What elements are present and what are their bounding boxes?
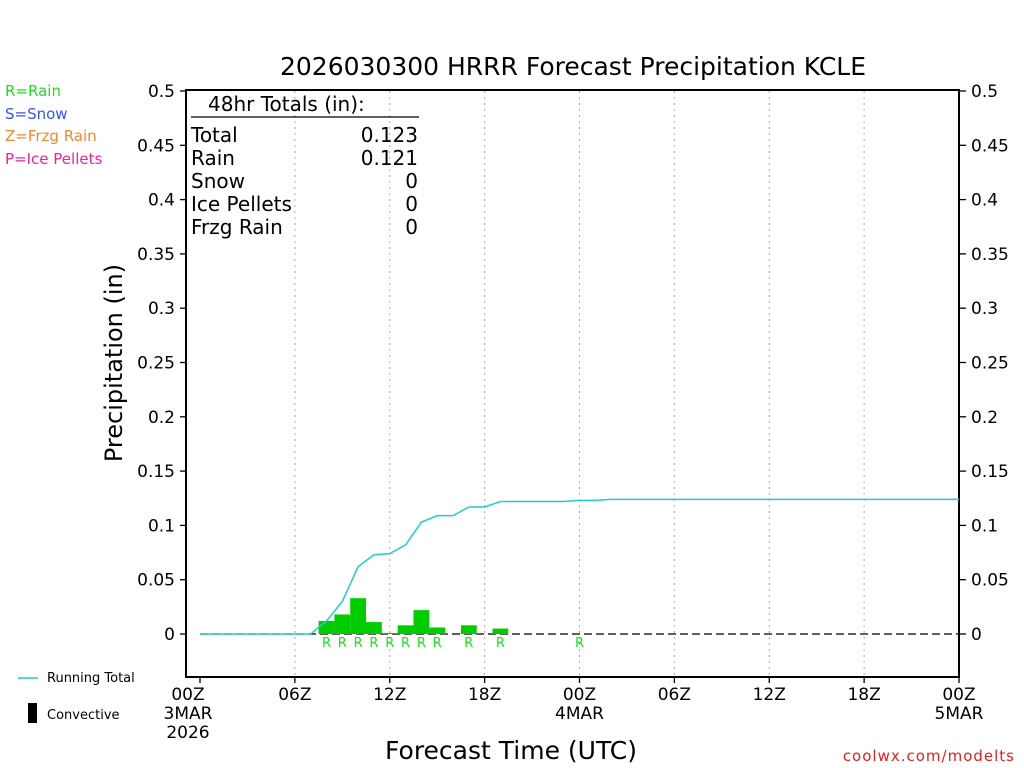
- precip-bar-h15: [429, 627, 446, 634]
- running-total-legend-label: Running Total: [47, 671, 135, 686]
- y-axis-label: Precipitation (in): [100, 264, 128, 462]
- legend-snow: S=Snow: [5, 105, 68, 123]
- legend-ice-pellets: P=Ice Pellets: [5, 150, 102, 168]
- y-tick-label-left-5: 0.25: [137, 354, 175, 374]
- precip-bar-h9: [334, 614, 351, 634]
- y-tick-label-left-2: 0.1: [148, 516, 175, 536]
- y-tick-label-left-0: 0: [164, 625, 175, 645]
- precip-type-mark-h12: R: [385, 636, 394, 651]
- x-tick-label-3: 18Z: [468, 685, 501, 705]
- totals-heading: 48hr Totals (in):: [208, 92, 365, 116]
- y-ticks-left: 0 0.05 0.1 0.15 0.2 0.25 0.3 0.35 0.4 0.45 0.5: [137, 82, 186, 645]
- y-tick-label-left-8: 0.4: [148, 191, 175, 211]
- x-tick-label-4: 00Z: [563, 685, 596, 705]
- y-tick-label-left-10: 0.5: [148, 82, 175, 102]
- totals-label-rain: Rain: [191, 146, 235, 170]
- precip-type-mark-h24: R: [575, 636, 584, 651]
- y-tick-label-right-9: 0.45: [971, 136, 1009, 156]
- x-tick-label-2: 12Z: [373, 685, 406, 705]
- legend-frzg-rain: Z=Frzg Rain: [5, 127, 97, 145]
- y-tick-label-right-1: 0.05: [971, 571, 1009, 591]
- bottom-legend: Running Total Convective: [18, 671, 135, 723]
- x-tick-label-8: 00Z: [942, 685, 975, 705]
- totals-label-snow: Snow: [191, 169, 245, 193]
- convective-legend-swatch: [28, 703, 37, 723]
- x-axis-label: Forecast Time (UTC): [385, 736, 637, 765]
- totals-label-total: Total: [190, 123, 238, 147]
- precip-bar-h14: [413, 610, 430, 634]
- x-tick-label-7: 18Z: [847, 685, 880, 705]
- totals-label-frzg-rain: Frzg Rain: [191, 215, 283, 239]
- y-tick-label-right-10: 0.5: [971, 82, 998, 102]
- precip-bar-h19: [492, 628, 509, 634]
- y-tick-label-right-8: 0.4: [971, 191, 998, 211]
- y-tick-label-right-7: 0.35: [971, 245, 1009, 265]
- x-tick-year-0: 2026: [166, 723, 209, 743]
- convective-legend-label: Convective: [47, 708, 120, 723]
- y-tick-label-right-0: 0: [971, 625, 982, 645]
- y-ticks-right: 0 0.05 0.1 0.15 0.2 0.25 0.3 0.35 0.4 0.45 0.5: [959, 82, 1009, 645]
- totals-value-frzg-rain: 0: [405, 215, 418, 239]
- precip-type-mark-h11: R: [369, 636, 378, 651]
- precip-bar-h10: [350, 598, 367, 634]
- y-tick-label-left-6: 0.3: [148, 299, 175, 319]
- grid: [294, 91, 865, 676]
- totals-value-ice-pellets: 0: [405, 192, 418, 216]
- x-tick-date-4: 4MAR: [555, 704, 604, 724]
- precip-bar-h12: [381, 632, 398, 634]
- legend-rain: R=Rain: [5, 82, 61, 100]
- y-tick-label-left-1: 0.05: [137, 571, 175, 591]
- precip-type-mark-h8: R: [322, 636, 331, 651]
- precip-type-mark-h15: R: [433, 636, 442, 651]
- totals-label-ice-pellets: Ice Pellets: [191, 192, 292, 216]
- y-tick-label-left-9: 0.45: [137, 136, 175, 156]
- y-tick-label-right-5: 0.25: [971, 354, 1009, 374]
- x-tick-date-8: 5MAR: [935, 704, 984, 724]
- y-tick-label-right-2: 0.1: [971, 516, 998, 536]
- precip-type-mark-h14: R: [417, 636, 426, 651]
- x-tick-label-1: 06Z: [278, 685, 311, 705]
- y-tick-label-left-3: 0.15: [137, 462, 175, 482]
- precip-type-mark-h9: R: [338, 636, 347, 651]
- precip-type-mark-h19: R: [496, 636, 505, 651]
- y-tick-label-left-4: 0.2: [148, 408, 175, 428]
- precip-type-mark-h10: R: [354, 636, 363, 651]
- x-tick-label-5: 06Z: [658, 685, 691, 705]
- running-total-line: [200, 498, 959, 635]
- precip-bar-h17: [460, 625, 477, 634]
- x-tick-label-6: 12Z: [753, 685, 786, 705]
- type-legend: R=Rain S=Snow Z=Frzg Rain P=Ice Pellets: [5, 82, 102, 168]
- y-tick-label-left-7: 0.35: [137, 245, 175, 265]
- bars: [318, 598, 509, 634]
- precip-bar-h11: [366, 622, 382, 634]
- credit-text: coolwx.com/modelts: [843, 747, 1015, 765]
- running-total-group: [200, 498, 959, 635]
- precip-bar-h13: [397, 625, 414, 634]
- totals-box: 48hr Totals (in): Total 0.123 Rain 0.121…: [190, 92, 419, 239]
- y-tick-label-right-6: 0.3: [971, 299, 998, 319]
- totals-value-snow: 0: [405, 169, 418, 193]
- y-tick-label-right-3: 0.15: [971, 462, 1009, 482]
- totals-value-total: 0.123: [361, 123, 418, 147]
- precip-bar-h8: [318, 620, 335, 634]
- x-tick-date-0: 3MAR: [164, 704, 213, 724]
- totals-value-rain: 0.121: [361, 146, 418, 170]
- x-tick-label-0: 00Z: [171, 685, 204, 705]
- chart-title: 2026030300 HRRR Forecast Precipitation K…: [280, 52, 866, 81]
- precip-type-mark-h17: R: [464, 636, 473, 651]
- precip-type-mark-h13: R: [401, 636, 410, 651]
- y-tick-label-right-4: 0.2: [971, 408, 998, 428]
- plot-frame: [185, 89, 960, 678]
